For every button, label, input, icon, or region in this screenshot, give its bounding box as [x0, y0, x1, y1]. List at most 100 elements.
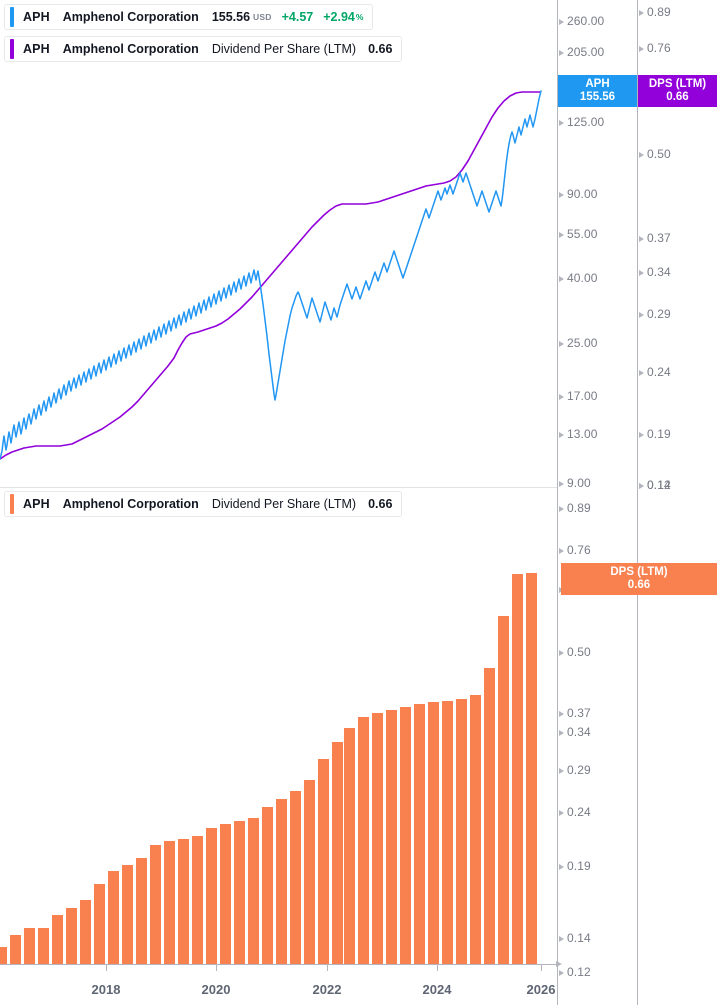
legend-price-color-swatch	[10, 7, 14, 27]
bar	[498, 616, 509, 964]
bar	[262, 807, 273, 964]
dps-badge-value: 0.66	[666, 91, 689, 103]
dps-tick: 0.12	[639, 478, 671, 492]
dps-bottom-tick: 0.14	[559, 931, 591, 945]
price-tick: 260.00	[558, 14, 605, 28]
dps-tick: 0.24	[639, 365, 671, 379]
bar	[234, 821, 245, 964]
dps-bar-chart-plot-area[interactable]	[0, 488, 557, 964]
price-axis-line[interactable]	[557, 0, 558, 1005]
price-chart-plot-area[interactable]	[0, 0, 557, 487]
dps-bottom-tick: 0.29	[559, 763, 591, 777]
bar	[178, 839, 189, 964]
legend-dps-bottom-color-swatch	[10, 494, 14, 514]
legend-dps-bottom[interactable]: APH Amphenol Corporation Dividend Per Sh…	[4, 491, 403, 517]
dps-line-top	[0, 91, 541, 460]
bar	[136, 858, 147, 964]
dps-bar-chart-svg	[0, 573, 537, 964]
price-tick: 205.00	[558, 45, 605, 59]
dps-bottom-tick: 0.76	[559, 543, 591, 557]
bar	[332, 742, 343, 964]
bar	[10, 935, 21, 964]
bar	[94, 884, 105, 964]
x-axis-label: 2018	[91, 982, 121, 997]
panel-divider	[0, 487, 557, 488]
price-tick: 25.00	[559, 336, 598, 350]
price-chart-svg	[0, 90, 542, 460]
bar	[428, 702, 439, 964]
legend-price-currency: USD	[253, 12, 272, 22]
bar	[192, 836, 203, 964]
bar	[52, 915, 63, 964]
x-axis-arrow-icon	[556, 961, 562, 967]
dps-bottom-badge-label: DPS (LTM)	[610, 566, 668, 578]
bar	[512, 574, 523, 964]
legend-dps-top-color-swatch	[10, 39, 14, 59]
bar	[80, 900, 91, 964]
bar	[442, 701, 453, 964]
legend-price-change: +4.57	[281, 10, 314, 24]
dps-bottom-tick: 0.24	[559, 805, 591, 819]
price-tick: 125.00	[558, 115, 605, 129]
price-tick: 17.00	[559, 389, 598, 403]
dps-bottom-tick: 0.89	[559, 501, 591, 515]
legend-dps-top-company: Amphenol Corporation	[62, 42, 199, 56]
bar	[358, 717, 369, 964]
bar	[526, 573, 537, 964]
price-tick: 55.00	[559, 227, 598, 241]
legend-price-ticker: APH	[23, 10, 50, 24]
x-axis-tick	[437, 964, 438, 971]
bar	[248, 818, 259, 964]
bar	[372, 713, 383, 964]
bar	[304, 780, 315, 964]
price-badge-label: APH	[585, 78, 610, 90]
x-axis-line[interactable]	[0, 964, 557, 965]
bar	[318, 759, 329, 964]
percent-symbol: %	[355, 12, 364, 22]
price-value-badge[interactable]: APH 155.56	[558, 75, 637, 107]
legend-dps-bottom-value: 0.66	[368, 497, 393, 511]
bar	[0, 947, 7, 964]
bar	[344, 728, 355, 964]
bar	[24, 928, 35, 964]
legend-dps-top-metric: Dividend Per Share (LTM)	[211, 42, 357, 56]
legend-price[interactable]: APH Amphenol Corporation 155.56 USD +4.5…	[4, 4, 374, 30]
dps-tick: 0.76	[639, 41, 671, 55]
legend-dps-top[interactable]: APH Amphenol Corporation Dividend Per Sh…	[4, 36, 403, 62]
legend-dps-bottom-ticker: APH	[23, 497, 50, 511]
bar-group	[0, 573, 537, 964]
dps-tick: 0.50	[639, 147, 671, 161]
dps-value-badge-bottom[interactable]: DPS (LTM) 0.66	[561, 563, 717, 595]
bar	[290, 791, 301, 964]
dps-bottom-tick: 0.37	[559, 706, 591, 720]
price-line	[0, 90, 542, 460]
dps-tick: 0.37	[639, 231, 671, 245]
x-axis-label: 2024	[422, 982, 452, 997]
dps-bottom-tick: 0.19	[559, 859, 591, 873]
x-axis-label: 2020	[201, 982, 231, 997]
legend-price-value: 155.56	[211, 10, 251, 24]
legend-dps-top-ticker: APH	[23, 42, 50, 56]
x-axis-tick	[106, 964, 107, 971]
x-axis-tick	[327, 964, 328, 971]
dps-axis-line[interactable]	[637, 0, 638, 1005]
bar	[414, 704, 425, 964]
dps-value-badge-top[interactable]: DPS (LTM) 0.66	[638, 75, 717, 107]
bar	[164, 841, 175, 964]
bar	[122, 865, 133, 964]
price-tick: 13.00	[559, 427, 598, 441]
price-badge-value: 155.56	[579, 91, 616, 103]
bar	[66, 908, 77, 964]
x-axis-tick	[541, 964, 542, 971]
bar	[150, 845, 161, 964]
bar	[220, 824, 231, 964]
x-axis-label: 2022	[312, 982, 342, 997]
legend-dps-bottom-metric: Dividend Per Share (LTM)	[211, 497, 357, 511]
bar	[206, 828, 217, 964]
dps-bottom-tick: 0.34	[559, 725, 591, 739]
dps-bottom-badge-value: 0.66	[627, 579, 651, 591]
dps-bottom-tick: 0.12	[559, 965, 591, 979]
dps-badge-label: DPS (LTM)	[648, 78, 707, 90]
bar	[470, 695, 481, 964]
legend-dps-bottom-company: Amphenol Corporation	[62, 497, 199, 511]
